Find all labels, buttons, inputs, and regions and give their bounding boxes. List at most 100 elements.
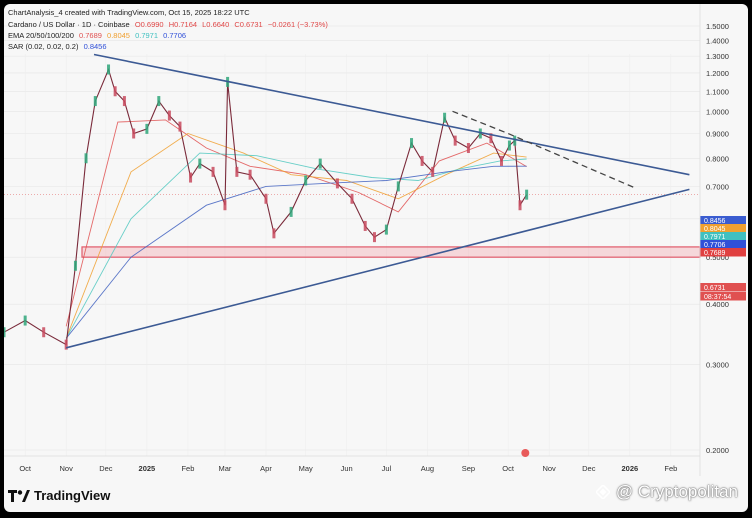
- price-candle: [466, 143, 470, 154]
- price-candle: [431, 166, 435, 177]
- price-candle: [84, 153, 88, 164]
- price-candle: [122, 96, 126, 107]
- ema-line-4: [65, 165, 527, 339]
- price-candle: [198, 158, 202, 169]
- x-tick-label: Dec: [99, 464, 113, 473]
- price-candle: [363, 220, 367, 231]
- y-tick-label: 0.9000: [706, 129, 729, 138]
- price-candle: [113, 86, 117, 97]
- y-tick-label: 1.1000: [706, 87, 729, 96]
- price-candle: [489, 133, 493, 144]
- ema100-value: 0.7971: [135, 31, 159, 40]
- news-icon: [521, 449, 530, 457]
- y-tick-label: 0.5000: [706, 253, 729, 262]
- price-candle: [235, 166, 239, 177]
- symbol-line: Cardano / US Dollar · 1D · Coinbase O0.6…: [8, 20, 331, 29]
- price-candle: [4, 327, 6, 338]
- price-candle: [410, 138, 414, 149]
- price-label-box: [700, 224, 746, 233]
- price-label-text: 0.7971: [704, 234, 726, 241]
- price-candle: [223, 200, 227, 211]
- close-value: C0.6731: [234, 20, 263, 29]
- y-tick-label: 0.2000: [706, 446, 729, 455]
- price-candle: [420, 155, 424, 166]
- ema-line-2: [65, 133, 527, 339]
- tradingview-logo[interactable]: TradingView: [8, 488, 110, 503]
- trendline-1: [93, 53, 690, 176]
- price-candle: [23, 315, 27, 326]
- price-candle: [42, 327, 46, 338]
- y-tick-label: 0.8000: [706, 154, 729, 163]
- watermark-text: @ Cryptopolitan: [615, 482, 738, 501]
- price-candle: [335, 178, 339, 189]
- x-tick-label: Mar: [219, 464, 232, 473]
- sar-line: SAR (0.02, 0.02, 0.2) 0.8456: [8, 42, 110, 51]
- price-candle: [211, 166, 215, 177]
- x-tick-label: Oct: [502, 464, 515, 473]
- support-zone: [81, 246, 701, 258]
- price-label-box: [700, 283, 746, 292]
- price-candle: [318, 158, 322, 169]
- tradingview-label: TradingView: [34, 488, 111, 503]
- high-value: H0.7164: [168, 20, 198, 29]
- price-candle: [289, 206, 293, 217]
- price-candle: [189, 172, 193, 183]
- x-tick-label: Oct: [19, 464, 32, 473]
- price-candle: [157, 96, 161, 107]
- y-tick-label: 1.5000: [706, 22, 729, 31]
- price-candle: [178, 121, 182, 132]
- price-candle: [384, 224, 388, 235]
- cryptopolitan-icon: [595, 485, 610, 499]
- tradingview-icon: [8, 489, 30, 502]
- low-value: L0.6640: [202, 20, 230, 29]
- price-candle: [107, 64, 111, 75]
- price-label-box: [700, 216, 746, 225]
- ema-label: EMA 20/50/100/200: [8, 31, 74, 40]
- x-tick-label: Feb: [181, 464, 194, 473]
- created-line: ChartAnalysis_4 created with TradingView…: [8, 8, 250, 17]
- change-value: −0.0261 (−3.73%): [267, 20, 328, 29]
- price-candle: [396, 181, 400, 192]
- y-tick-label: 0.7000: [706, 182, 729, 191]
- price-candle: [93, 96, 97, 107]
- price-candle: [64, 339, 68, 350]
- x-tick-label: 2025: [139, 464, 156, 473]
- price-candle: [372, 232, 376, 243]
- price-chart[interactable]: 1.5000 1.4000 1.3000 1.2000 1.1000 1.0000 0.90…: [4, 4, 748, 512]
- price-label-text: 0.8045: [704, 226, 726, 233]
- ema50-value: 0.8045: [107, 31, 130, 40]
- open-value: O0.6990: [134, 20, 164, 29]
- sar-value: 0.8456: [83, 42, 107, 51]
- price-candle: [304, 175, 308, 186]
- x-tick-label: Apr: [260, 464, 272, 473]
- price-candle: [525, 189, 529, 200]
- trendline-2: [66, 188, 690, 349]
- sar-label: SAR (0.02, 0.02, 0.2): [8, 42, 79, 51]
- price-candle: [167, 110, 171, 121]
- price-label-text: 0.7689: [704, 250, 726, 257]
- price-candle: [518, 200, 522, 211]
- price-label-box: [700, 292, 746, 301]
- ema-line-3: [65, 152, 527, 339]
- price-candle: [453, 135, 457, 146]
- y-tick-label: 1.0000: [706, 107, 729, 116]
- price-candle: [350, 193, 354, 204]
- symbol-label: Cardano / US Dollar · 1D · Coinbase: [8, 20, 130, 29]
- y-tick-label: 0.4000: [706, 300, 729, 309]
- y-tick-label: 0.3000: [706, 361, 729, 370]
- x-tick-label: May: [299, 464, 313, 473]
- price-candle: [73, 260, 77, 271]
- price-candle: [507, 140, 511, 151]
- price-label-text: 08:37:54: [704, 294, 731, 301]
- cryptopolitan-watermark: @ Cryptopolitan: [595, 482, 738, 502]
- price-label-box: [700, 248, 746, 257]
- price-candle: [272, 228, 276, 239]
- y-tick-label: 1.2000: [706, 69, 729, 78]
- price-label-box: [700, 240, 746, 249]
- price-candle: [443, 112, 447, 123]
- price-label-box: [700, 232, 746, 241]
- x-tick-label: Jun: [341, 464, 353, 473]
- x-tick-label: Jul: [382, 464, 392, 473]
- y-tick-label: 1.4000: [706, 37, 729, 46]
